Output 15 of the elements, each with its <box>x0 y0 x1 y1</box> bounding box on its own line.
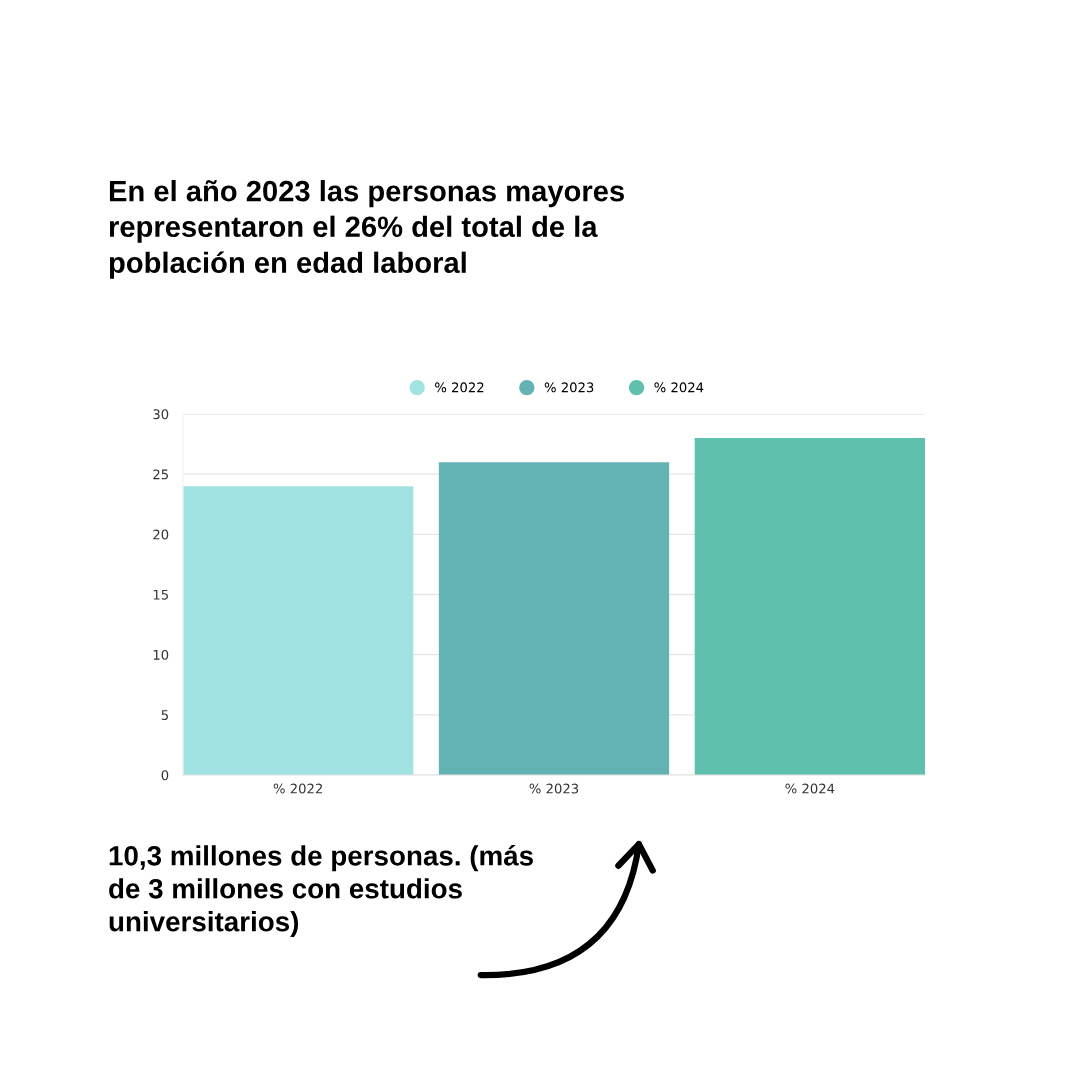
y-tick-label: 10 <box>153 649 169 660</box>
y-tick-label: 20 <box>153 529 169 540</box>
legend-label: % 2022 <box>435 382 484 393</box>
y-tick-label: 15 <box>153 589 168 600</box>
y-tick-label: 0 <box>161 770 169 781</box>
x-tick-label: % 2023 <box>529 783 579 794</box>
y-tick-label: 25 <box>153 469 168 480</box>
text: 10,3 millones de personas. (más de 3 millones con estudios universitarios) <box>109 845 533 938</box>
y-tick-label: 30 <box>153 409 169 420</box>
legend-label: % 2024 <box>654 382 704 393</box>
chart-title: En el año 2023 las personas mayores representaron el 26% del total de la población en edad laboral <box>109 180 624 279</box>
x-tick-label: % 2022 <box>273 783 322 794</box>
x-tick-label: % 2024 <box>785 783 835 794</box>
legend-label: % 2023 <box>544 382 594 393</box>
y-tick-label: 5 <box>161 710 168 721</box>
